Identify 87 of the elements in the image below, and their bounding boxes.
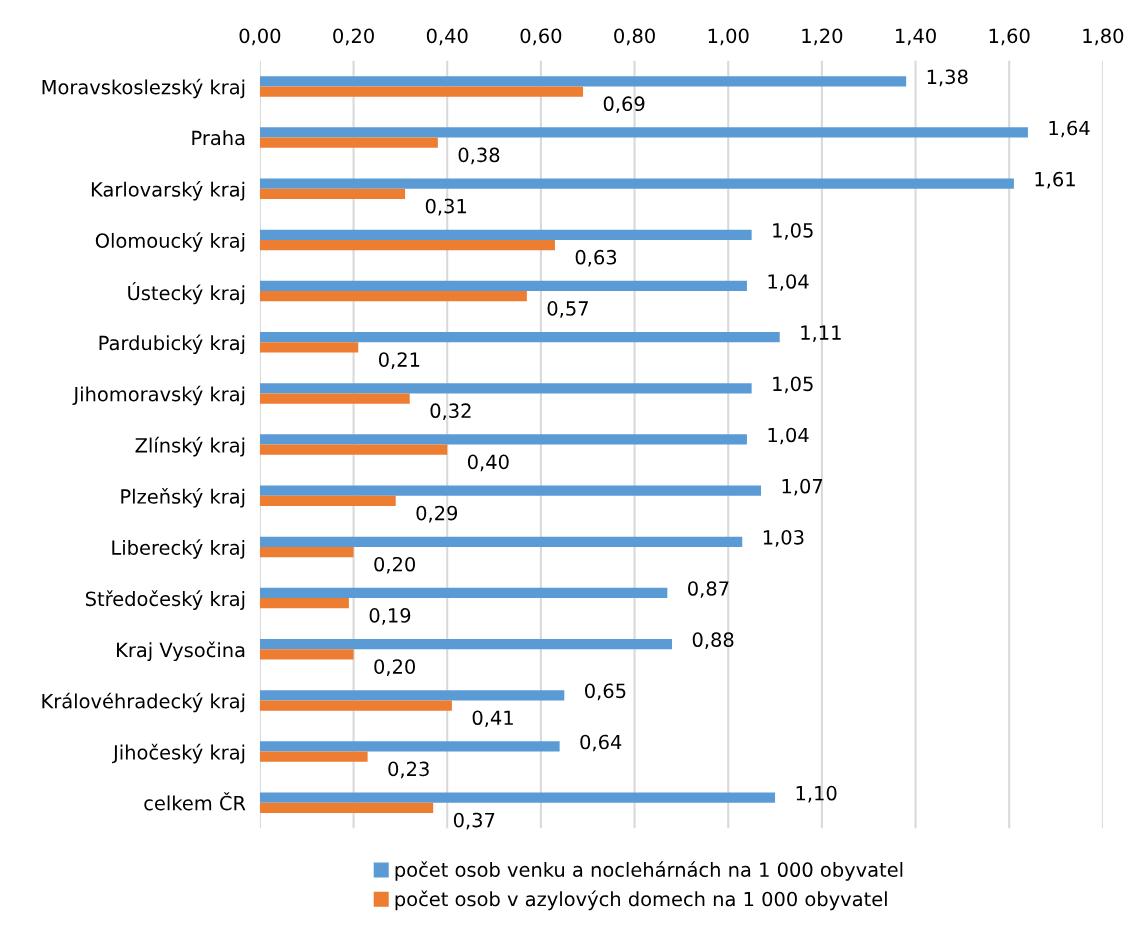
y-tick-label: Zlínský kraj	[135, 436, 245, 457]
bar	[259, 690, 565, 701]
x-tick-label: 1,80	[1083, 28, 1124, 46]
data-label: 0,37	[453, 812, 495, 830]
data-label: 0,32	[430, 403, 471, 421]
data-label: 0,41	[472, 710, 513, 728]
data-label: 1,05	[773, 222, 813, 240]
bar	[259, 342, 359, 353]
bar	[259, 383, 752, 394]
x-tick-label: 0,80	[614, 28, 655, 46]
bar	[259, 280, 747, 292]
bar	[259, 188, 406, 199]
y-tick-label: Jihočeský kraj	[112, 743, 245, 764]
data-label: 1,61	[1035, 171, 1075, 189]
data-label: 0,40	[467, 454, 509, 472]
data-label: 1,38	[927, 69, 968, 87]
bar	[259, 444, 448, 455]
y-tick-label: Kraj Vysočina	[117, 641, 245, 662]
data-label: 0,20	[374, 659, 416, 676]
legend-label: počet osob v azylových domech na 1 000 obyvatel	[395, 890, 887, 911]
bar	[259, 291, 527, 302]
data-label: 0,38	[458, 147, 500, 165]
data-label: 1,03	[763, 529, 804, 547]
bar	[259, 127, 1028, 138]
data-label: 1,11	[801, 325, 841, 342]
bar	[259, 639, 673, 650]
bar	[259, 700, 452, 711]
data-label: 1,04	[768, 274, 809, 291]
bar	[259, 434, 747, 445]
bar	[259, 76, 907, 87]
y-tick-label: Jihomoravský kraj	[72, 385, 245, 406]
data-label: 1,10	[796, 785, 837, 803]
bar	[259, 792, 776, 803]
y-tick-label: Liberecký kraj	[112, 539, 245, 559]
y-tick-label: Olomoucký kraj	[95, 232, 245, 252]
bar	[259, 332, 780, 343]
data-label: 0,88	[692, 632, 734, 649]
y-tick-label: Plzeňský kraj	[121, 487, 245, 508]
y-tick-label: Ústecký kraj	[128, 282, 245, 305]
data-label: 0,69	[603, 96, 645, 114]
bar	[259, 239, 555, 251]
bar	[259, 546, 354, 558]
bar	[259, 649, 354, 660]
bar	[259, 485, 761, 496]
bar	[259, 86, 584, 97]
legend-label: počet osob venku a noclehárnách na 1 000 obyvatel	[395, 861, 903, 881]
data-label: 0,20	[374, 556, 416, 574]
data-label: 0,57	[547, 301, 588, 318]
bar	[259, 598, 349, 609]
data-label: 0,21	[378, 352, 420, 369]
bar	[259, 751, 368, 762]
x-tick-label: 0,40	[426, 28, 468, 46]
x-tick-label: 1,20	[802, 28, 843, 46]
data-label: 0,64	[580, 734, 622, 752]
data-label: 0,29	[416, 505, 458, 523]
data-label: 1,07	[782, 478, 823, 496]
data-label: 1,05	[773, 376, 813, 394]
x-tick-label: 1,60	[989, 28, 1030, 46]
data-label: 0,65	[585, 683, 626, 701]
y-tick-label: Karlovarský kraj	[91, 180, 245, 201]
data-label: 0,87	[688, 581, 729, 598]
x-tick-label: 1,40	[896, 28, 936, 46]
y-tick-label: celkem ČR	[144, 792, 246, 811]
data-label: 1,04	[768, 427, 809, 445]
x-tick-label: 0,00	[239, 28, 281, 46]
y-tick-label: Pardubický kraj	[99, 334, 245, 355]
data-label: 1,64	[1049, 120, 1090, 138]
y-tick-label: Praha	[192, 130, 245, 146]
y-tick-label: Středočeský kraj	[85, 590, 245, 610]
bar	[259, 137, 438, 148]
bar	[259, 587, 668, 599]
data-label: 0,23	[388, 761, 429, 779]
data-label: 0,63	[575, 249, 617, 267]
data-label: 0,19	[369, 608, 411, 625]
bar	[259, 741, 560, 752]
bar	[259, 229, 752, 240]
data-label: 0,31	[425, 198, 467, 216]
x-tick-label: 0,20	[333, 28, 374, 46]
y-tick-label: Moravskoslezský kraj	[42, 78, 245, 99]
bar	[259, 393, 410, 404]
bar	[259, 536, 743, 547]
bar	[259, 178, 1014, 189]
x-tick-label: 1,00	[708, 28, 749, 46]
y-tick-label: Královéhradecký kraj	[42, 692, 245, 713]
bar	[259, 495, 396, 506]
x-tick-label: 0,60	[520, 28, 562, 46]
bar	[259, 802, 434, 814]
